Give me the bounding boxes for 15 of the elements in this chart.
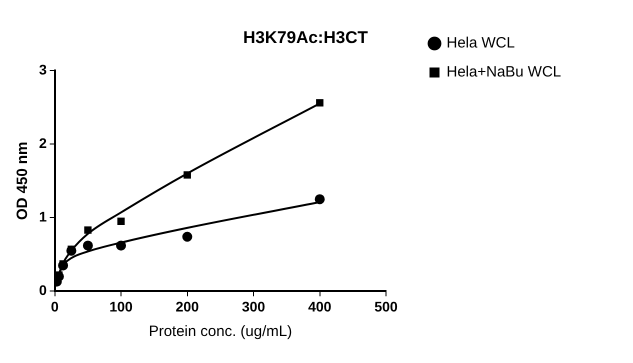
x-tick-label: 500 [374, 298, 398, 314]
x-tick-label: 400 [308, 298, 332, 314]
y-tick-label: 0 [38, 282, 47, 298]
x-tick-label: 0 [50, 298, 59, 314]
x-tick-label: 200 [176, 298, 200, 314]
x-tick-label: 100 [109, 298, 133, 314]
y-tick-label: 3 [38, 61, 47, 78]
legend-label: Hela+NaBu WCL [446, 64, 562, 81]
y-axis-title: OD 450 nm [14, 142, 32, 220]
legend-label: Hela WCL [446, 34, 515, 52]
x-tick-label: 300 [242, 298, 266, 314]
y-tick-label: 1 [38, 208, 47, 224]
x-axis-title: Protein conc. (ug/mL) [148, 323, 292, 340]
y-tick-label: 2 [38, 134, 47, 151]
chart-title: H3K79Ac:H3CT [243, 28, 368, 47]
